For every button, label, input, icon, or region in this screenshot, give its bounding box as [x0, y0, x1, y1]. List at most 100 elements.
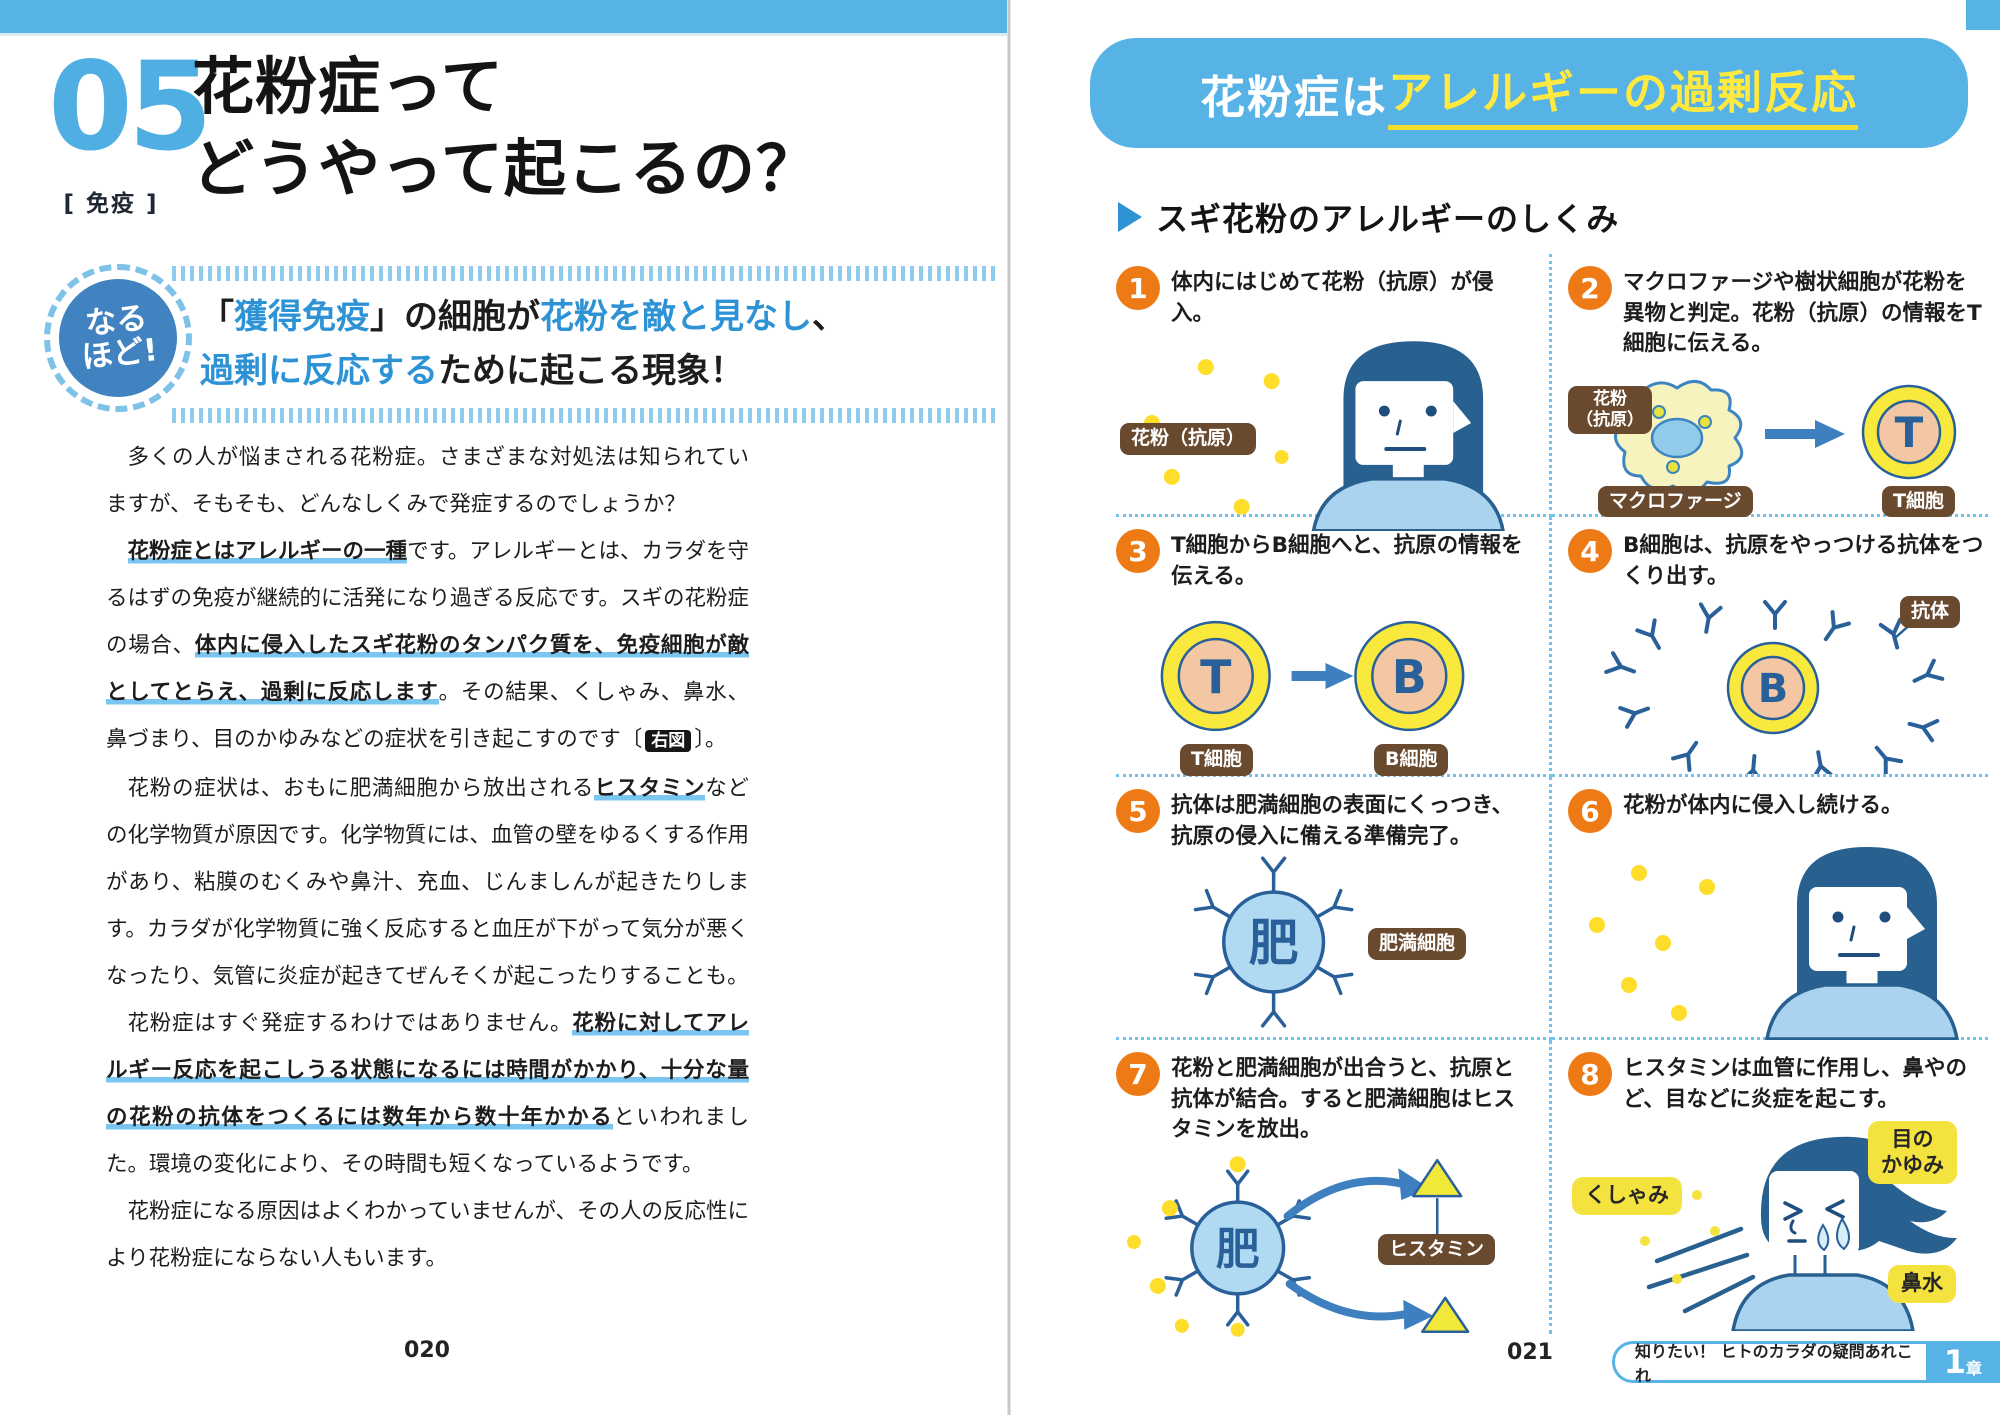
- text-segment: といわれました。環境の変化により、その時間も短くなっているようです。: [106, 1105, 749, 1177]
- b-cell-letter: B: [1758, 666, 1789, 712]
- step5-illustration: 肥 肥満細胞: [1116, 856, 1533, 1028]
- corner-tab: [1966, 0, 2000, 30]
- mast-cell-icon: 肥: [1164, 1168, 1311, 1327]
- banner-white-text: 花粉症は: [1199, 70, 1388, 124]
- lead-line1: 「獲得免疫」の細胞が花粉を敵と見なし、: [200, 290, 998, 344]
- step-panel-7: 7 花粉と肥満細胞が出合うと、抗原と抗体が結合。すると肥満細胞はヒスタミンを放出…: [1116, 1040, 1552, 1337]
- body-paragraph: 多くの人が悩まされる花粉症。さまざまな対処法は知られていますが、そもそも、どんな…: [106, 434, 749, 528]
- step-panel-8: 8 ヒスタミンは血管に作用し、鼻やのど、目などに炎症を起こす。: [1552, 1040, 1988, 1334]
- histamine-label: ヒスタミン: [1378, 1233, 1496, 1266]
- page-title: 花粉症って どうやって起こるの？: [192, 46, 992, 210]
- b-cell-icon: B: [1726, 641, 1820, 735]
- step-caption: T細胞からB細胞へと、抗原の情報を伝える。: [1171, 533, 1523, 589]
- text-segment: 」の細胞が: [370, 297, 540, 337]
- b-cell-label: B細胞: [1374, 744, 1449, 776]
- pollen-label: 花粉 （抗原）: [1568, 385, 1652, 435]
- page-title-line2: どうやって起こるの？: [192, 131, 819, 205]
- b-cell-letter: B: [1392, 650, 1427, 704]
- chapter-number: 1: [1943, 1343, 1966, 1381]
- text-segment: 右図: [645, 730, 692, 752]
- sneeze-label: くしゃみ: [1572, 1177, 1682, 1215]
- release-arrows: [1283, 1167, 1434, 1330]
- step-caption: 体内にはじめて花粉（抗原）が侵入。: [1171, 270, 1494, 326]
- text-segment: 〕。: [694, 727, 727, 752]
- page-number-left: 020: [404, 1338, 450, 1363]
- body-paragraph: 花粉症はすぐ発症するわけではありません。花粉に対してアレルギー反応を起こしうる状…: [106, 1000, 750, 1188]
- text-segment: 過剰に反応する: [200, 351, 438, 392]
- text-segment: 花粉症はすぐ発症するわけではありません。: [127, 1011, 573, 1036]
- step7-illustration: 肥: [1116, 1150, 1533, 1338]
- histamine-triangle-icons: [1412, 1158, 1470, 1333]
- runny-nose-label: 鼻水: [1888, 1265, 1956, 1303]
- t-cell-label: T細胞: [1180, 744, 1253, 776]
- lead-line2: 過剰に反応するために起こる現象！: [200, 344, 998, 398]
- t-cell-letter: T: [1895, 408, 1924, 457]
- text-segment: 花粉を敵と見なし: [540, 297, 812, 337]
- step-number: 1: [1116, 266, 1160, 310]
- mast-cell-letter: 肥: [1249, 914, 1299, 972]
- text-segment: 「: [200, 297, 234, 337]
- step-panel-4: 4 B細胞は、抗原をやっつける抗体をつくり出す。: [1552, 517, 1988, 777]
- girl-pollen-icon: [1589, 847, 1959, 1040]
- badge-line2: ほど!: [79, 332, 160, 376]
- mast-cell-scene: 肥: [1193, 856, 1354, 1028]
- footer-chapter-title: 知りたい！ ヒトのカラダの疑問あれこれ: [1612, 1341, 1954, 1385]
- step2-illustration: T 花粉 （抗原） マクロファージ T細胞: [1568, 364, 1988, 518]
- step-caption: ヒスタミンは血管に作用し、鼻やのど、目などに炎症を起こす。: [1623, 1056, 1968, 1112]
- text-segment: 花粉症とはアレルギーの一種: [127, 539, 408, 564]
- text-segment: などの化学物質が原因です。化学物質には、血管の壁をゆるくする作用があり、粘膜のむ…: [106, 776, 749, 989]
- step-panel-3: 3 T細胞からB細胞へと、抗原の情報を伝える。 T: [1116, 517, 1552, 777]
- mast-cell-label: 肥満細胞: [1368, 928, 1467, 960]
- text-segment: 獲得免疫: [234, 297, 370, 337]
- macrophage-label: マクロファージ: [1598, 485, 1753, 518]
- triangle-bullet-icon: [1118, 202, 1142, 232]
- mast-cell-icon: 肥: [1193, 856, 1354, 1028]
- girl-icon: [1311, 341, 1505, 532]
- step-number: 4: [1568, 529, 1612, 573]
- banner-yellow-text: アレルギーの過剰反応: [1388, 56, 1859, 130]
- section-head: スギ花粉のアレルギーのしくみ: [1118, 194, 1619, 240]
- itchy-eyes-label: 目の かゆみ: [1868, 1121, 1957, 1185]
- step1-illustration: 花粉（抗原）: [1116, 333, 1533, 532]
- lead-summary: 「獲得免疫」の細胞が花粉を敵と見なし、 過剰に反応するために起こる現象！: [172, 266, 998, 423]
- step-panel-5: 5 抗体は肥満細胞の表面にくっつき、抗原の侵入に備える準備完了。: [1116, 777, 1552, 1040]
- bcell-antibody-scene: B: [1604, 600, 1945, 775]
- b-cell-icon: B: [1354, 620, 1465, 732]
- step3-illustration: T B T細胞 B細胞: [1116, 596, 1533, 776]
- chapter-badge: 1 章: [1925, 1341, 2000, 1383]
- text-segment: です。アレルギーとは、カラダを守るはずの免疫が継続的に活発になり過ぎる反応です。…: [106, 539, 749, 658]
- pollen-dots: [1126, 1155, 1246, 1337]
- footer-tab: 知りたい！ ヒトのカラダの疑問あれこれ 1 章: [1612, 1341, 2000, 1385]
- t-cell-label: T細胞: [1882, 485, 1955, 518]
- antibody-label: 抗体: [1900, 596, 1961, 628]
- body-paragraph: 花粉症とはアレルギーの一種です。アレルギーとは、カラダを守るはずの免疫が継続的に…: [106, 528, 749, 765]
- closed-eyes-icon: [1783, 1199, 1845, 1221]
- text-segment: ヒスタミン: [594, 776, 706, 801]
- step-number: 2: [1568, 266, 1612, 310]
- steps-grid: 1 体内にはじめて花粉（抗原）が侵入。: [1116, 254, 1988, 1337]
- t-cell-letter: T: [1200, 650, 1232, 704]
- step6-illustration: [1568, 837, 1988, 1040]
- girl-pollen-icon: [1143, 341, 1505, 532]
- text-segment: 、: [812, 297, 846, 337]
- section-title: スギ花粉のアレルギーのしくみ: [1156, 200, 1620, 238]
- step4-illustration: B 抗体: [1568, 596, 1988, 775]
- banner-heading: 花粉症は アレルギーの過剰反応: [1090, 38, 1968, 148]
- step-caption: 花粉が体内に侵入し続ける。: [1623, 793, 1903, 818]
- mast-cell-letter: 肥: [1216, 1223, 1260, 1274]
- page-title-line1: 花粉症って: [192, 50, 504, 123]
- left-top-bar: [0, 0, 1007, 36]
- step-number: 3: [1116, 529, 1160, 573]
- pollen-label: 花粉（抗原）: [1120, 423, 1257, 455]
- t-cell-icon: T: [1160, 620, 1271, 732]
- antibody-icons: [1193, 856, 1354, 1028]
- arrow-right-icon: [1291, 663, 1354, 690]
- text-segment: 花粉症になる原因はよくわかっていませんが、その人の反応性により花粉症にならない人…: [106, 1199, 749, 1271]
- tcell-bcell-scene: T B: [1160, 620, 1465, 732]
- text-segment: 多くの人が悩まされる花粉症。さまざまな対処法は知られていますが、そもそも、どんな…: [106, 445, 749, 517]
- text-segment: 。その結果、くしゃみ、鼻水、鼻づまり、目のかゆみなどの症状を引き起こすのです〔: [106, 680, 749, 752]
- step-caption: B細胞は、抗原をやっつける抗体をつくり出す。: [1623, 533, 1984, 589]
- pollen-dots: [1640, 1190, 1720, 1285]
- naruhodo-badge: なる ほど!: [53, 273, 183, 403]
